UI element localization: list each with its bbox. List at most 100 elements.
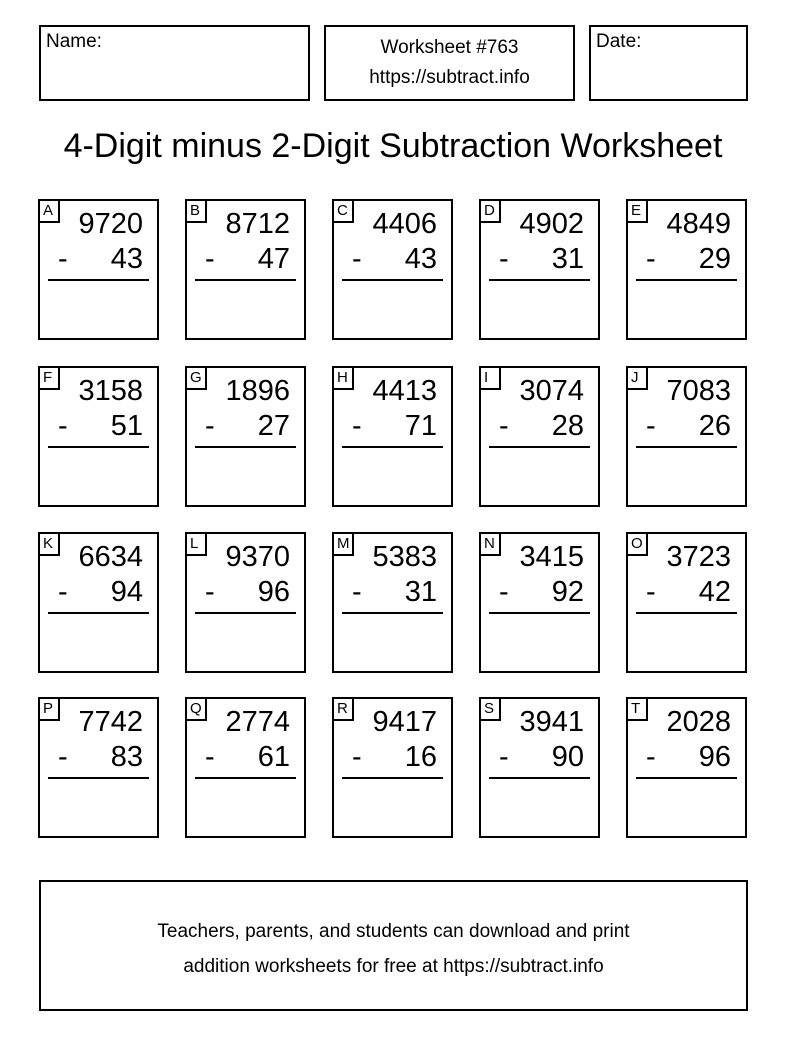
subtrahend: 94 [110,576,143,608]
answer-line [195,279,296,281]
minuend: 4849 [666,208,731,240]
answer-line [489,777,590,779]
answer-line [195,777,296,779]
minuend: 2774 [225,706,290,738]
subtrahend: 90 [551,741,584,773]
problem-card[interactable]: T 2028- 96 [626,697,747,838]
subtrahend: 31 [551,243,584,275]
problem-card[interactable]: H 4413- 71 [332,366,453,507]
answer-line [48,446,149,448]
problem-label: D [479,199,501,223]
worksheet-info-box: Worksheet #763 https://subtract.info [324,25,575,101]
problem-label: C [332,199,354,223]
problem-card[interactable]: A 9720- 43 [38,199,159,340]
minus-sign: - [58,410,68,442]
problem-card[interactable]: L 9370- 96 [185,532,306,673]
subtrahend: 43 [110,243,143,275]
problem-card[interactable]: M 5383- 31 [332,532,453,673]
subtrahend: 92 [551,576,584,608]
subtrahend: 43 [404,243,437,275]
problem-label: J [626,366,648,390]
minus-sign: - [646,243,656,275]
worksheet-number: Worksheet #763 [380,37,519,58]
minus-sign: - [352,243,362,275]
minuend: 1896 [225,375,290,407]
problem-label: B [185,199,207,223]
answer-line [48,279,149,281]
problem-label: N [479,532,501,556]
date-label: Date: [596,31,642,52]
minus-sign: - [58,741,68,773]
footer-box: Teachers, parents, and students can down… [39,880,748,1011]
subtrahend: 61 [257,741,290,773]
minuend: 7742 [78,706,143,738]
name-label: Name: [46,31,102,52]
date-box[interactable]: Date: [589,25,748,101]
minuend: 3158 [78,375,143,407]
minus-sign: - [499,410,509,442]
minus-sign: - [646,741,656,773]
problem-card[interactable]: P 7742- 83 [38,697,159,838]
subtrahend: 83 [110,741,143,773]
problem-card[interactable]: R 9417- 16 [332,697,453,838]
problem-card[interactable]: N 3415- 92 [479,532,600,673]
problem-label: S [479,697,501,721]
minuend: 4902 [519,208,584,240]
answer-line [342,777,443,779]
minus-sign: - [499,576,509,608]
problem-label: A [38,199,60,223]
minus-sign: - [499,243,509,275]
subtrahend: 26 [698,410,731,442]
problem-label: L [185,532,207,556]
minuend: 9370 [225,541,290,573]
subtrahend: 71 [404,410,437,442]
problem-card[interactable]: E 4849- 29 [626,199,747,340]
problem-card[interactable]: I 3074- 28 [479,366,600,507]
minuend: 4413 [372,375,437,407]
footer-line-2: addition worksheets for free at https://… [183,956,604,977]
answer-line [195,446,296,448]
minus-sign: - [58,243,68,275]
answer-line [636,279,737,281]
footer-line-1: Teachers, parents, and students can down… [157,921,630,942]
answer-line [489,279,590,281]
minus-sign: - [205,741,215,773]
problem-card[interactable]: Q 2774- 61 [185,697,306,838]
problem-card[interactable]: B 8712- 47 [185,199,306,340]
subtrahend: 51 [110,410,143,442]
minus-sign: - [205,410,215,442]
problem-label: P [38,697,60,721]
problem-label: M [332,532,354,556]
answer-line [342,279,443,281]
minus-sign: - [646,410,656,442]
subtrahend: 47 [257,243,290,275]
minus-sign: - [58,576,68,608]
subtrahend: 28 [551,410,584,442]
problem-card[interactable]: S 3941- 90 [479,697,600,838]
minus-sign: - [352,741,362,773]
problem-label: H [332,366,354,390]
page-title: 4-Digit minus 2-Digit Subtraction Worksh… [63,127,723,165]
minus-sign: - [352,410,362,442]
problem-card[interactable]: J 7083- 26 [626,366,747,507]
minuend: 3415 [519,541,584,573]
worksheet-url: https://subtract.info [369,67,530,88]
minus-sign: - [205,576,215,608]
problem-label: K [38,532,60,556]
problem-label: Q [185,697,207,721]
problem-card[interactable]: G 1896- 27 [185,366,306,507]
problem-card[interactable]: F 3158- 51 [38,366,159,507]
problem-label: T [626,697,648,721]
problem-card[interactable]: K 6634- 94 [38,532,159,673]
problem-card[interactable]: D 4902- 31 [479,199,600,340]
problem-card[interactable]: O 3723- 42 [626,532,747,673]
minuend: 8712 [225,208,290,240]
minuend: 4406 [372,208,437,240]
answer-line [195,612,296,614]
answer-line [342,446,443,448]
name-box[interactable]: Name: [39,25,310,101]
answer-line [489,446,590,448]
problem-card[interactable]: C 4406- 43 [332,199,453,340]
problem-label: I [479,366,501,390]
minus-sign: - [205,243,215,275]
